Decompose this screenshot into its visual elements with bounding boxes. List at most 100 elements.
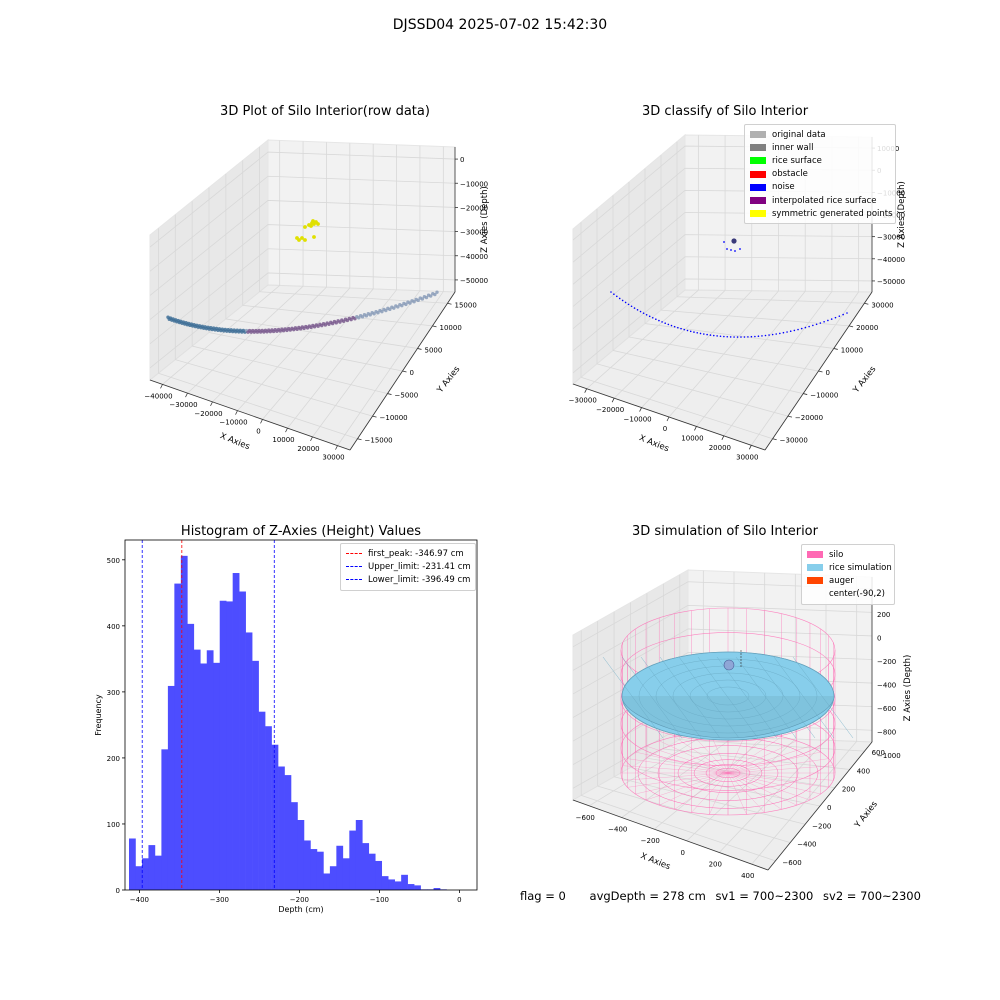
histogram-bar: [141, 858, 149, 890]
sim-z-tick: 200: [877, 611, 890, 619]
legend-label: auger: [829, 575, 854, 586]
silo-floor-spoke: [674, 772, 729, 810]
noise-point: [838, 315, 841, 317]
raw-point: [380, 309, 384, 314]
classify-z-tick: −30000: [877, 234, 905, 242]
legend-entry: inner wall: [750, 141, 890, 154]
rice-mesh-line: [697, 656, 759, 739]
noise-point: [716, 335, 718, 337]
silo-floor-ring: [715, 768, 741, 778]
raw-point: [416, 298, 420, 303]
sim-y-label: Y Axies: [852, 799, 880, 831]
sim-y-tick: −600: [782, 859, 801, 867]
raw-z-tick: −30000: [460, 229, 488, 237]
noise-point: [793, 329, 796, 332]
raw-yellow-point: [303, 238, 307, 242]
histogram-bar: [187, 623, 195, 890]
raw-y-tick: 5000: [425, 346, 443, 354]
noise-point: [667, 323, 670, 326]
silo-floor-ring: [693, 759, 763, 787]
sim-x-tick: −400: [608, 826, 627, 834]
histogram-bar: [433, 888, 441, 890]
noise-point: [624, 301, 627, 304]
legend-label: original data: [772, 129, 826, 140]
avg-depth-value: avgDepth = 278 cm: [589, 889, 706, 903]
legend-entry: rice simulation: [807, 561, 892, 574]
raw-x-tick: 10000: [272, 436, 294, 444]
legend-entry: silo: [807, 548, 889, 561]
raw-z-tick: 0: [460, 156, 464, 164]
sim-y-tick: 200: [842, 786, 855, 794]
sv2-value: sv2 = 700~2300: [823, 889, 921, 903]
rice-mesh-ring: [672, 672, 784, 720]
histogram-bar: [135, 866, 143, 890]
histogram-x-tick: −100: [370, 896, 389, 904]
histogram-y-tick: 200: [107, 755, 120, 763]
silo-floor-spoke: [727, 772, 821, 795]
noise-point: [786, 331, 788, 333]
rice-mesh-ring: [638, 658, 818, 734]
sim-axes: −600 −400 −200 0 200 400 600 400 200 0 −200 −400 −60…: [571, 569, 913, 880]
noise-point: [680, 327, 682, 330]
sim-y-tick: 400: [857, 767, 870, 775]
classify-y-tick: 10000: [841, 346, 863, 354]
legend-color-swatch: [750, 210, 766, 218]
noise-point: [636, 309, 639, 311]
sim-z-label: Z Axies (Depth): [903, 655, 913, 722]
legend-label: obstacle: [772, 169, 808, 180]
noise-point: [651, 317, 654, 319]
silo-floor-spoke: [727, 772, 782, 810]
simulation-legend: silo rice simulation auger center(-90,2): [801, 544, 895, 605]
legend-line-swatch: [346, 566, 362, 568]
raw-yellow-point: [300, 236, 304, 240]
histogram-y-tick: 400: [107, 623, 120, 631]
classify-points: [610, 238, 848, 338]
raw-x-tick: −20000: [194, 410, 222, 418]
raw-z-tick: −50000: [460, 277, 488, 285]
histogram-bar: [329, 866, 337, 890]
raw-y-tick: 10000: [440, 324, 462, 332]
histogram-bar: [213, 662, 221, 890]
noise-point: [768, 334, 770, 336]
histogram-bars: [129, 555, 447, 890]
noise-point: [789, 330, 792, 333]
silo-floor-spoke: [727, 736, 782, 774]
legend-label: noise: [772, 182, 795, 193]
noise-point: [689, 330, 692, 333]
legend-color-swatch: [750, 157, 766, 165]
raw-axes: −40000−30000−20000−100000100002000030000…: [144, 138, 490, 462]
legend-entry: symmetric generated points: [750, 207, 893, 220]
histogram-bar: [388, 879, 395, 890]
histogram-bar: [342, 858, 350, 890]
histogram-bar: [349, 830, 357, 890]
histogram-bar: [407, 884, 415, 890]
raw-point: [376, 311, 380, 315]
histogram-x-label: Depth (cm): [278, 905, 323, 914]
noise-point: [719, 335, 722, 338]
noise-point: [615, 295, 618, 298]
noise-point: [726, 335, 729, 338]
noise-point: [779, 332, 781, 335]
histogram-bar: [174, 583, 182, 890]
rice-mesh-line: [621, 656, 683, 739]
silo-floor-spoke: [674, 736, 729, 774]
noise-point: [670, 324, 673, 327]
classify-y-tick: 30000: [871, 301, 893, 309]
classify-y-label: Y Axies: [851, 364, 879, 396]
noise-point: [618, 297, 621, 300]
noise-point: [630, 305, 633, 308]
silo-floor-ring: [657, 745, 799, 801]
silo-floor-spoke: [727, 733, 765, 774]
noise-point: [797, 328, 799, 331]
rice-mesh-line: [640, 656, 702, 739]
raw-point: [396, 305, 400, 309]
noise-point: [610, 291, 612, 293]
noise-point: [703, 333, 705, 335]
classify-z-tick: −50000: [877, 278, 905, 286]
histogram-bar: [193, 649, 201, 890]
silo-floor-spoke: [727, 765, 834, 774]
sim-y-tick: 600: [872, 749, 885, 757]
noise-point: [761, 335, 763, 337]
noise-point: [683, 328, 686, 331]
histogram-y-tick: 0: [116, 887, 120, 895]
